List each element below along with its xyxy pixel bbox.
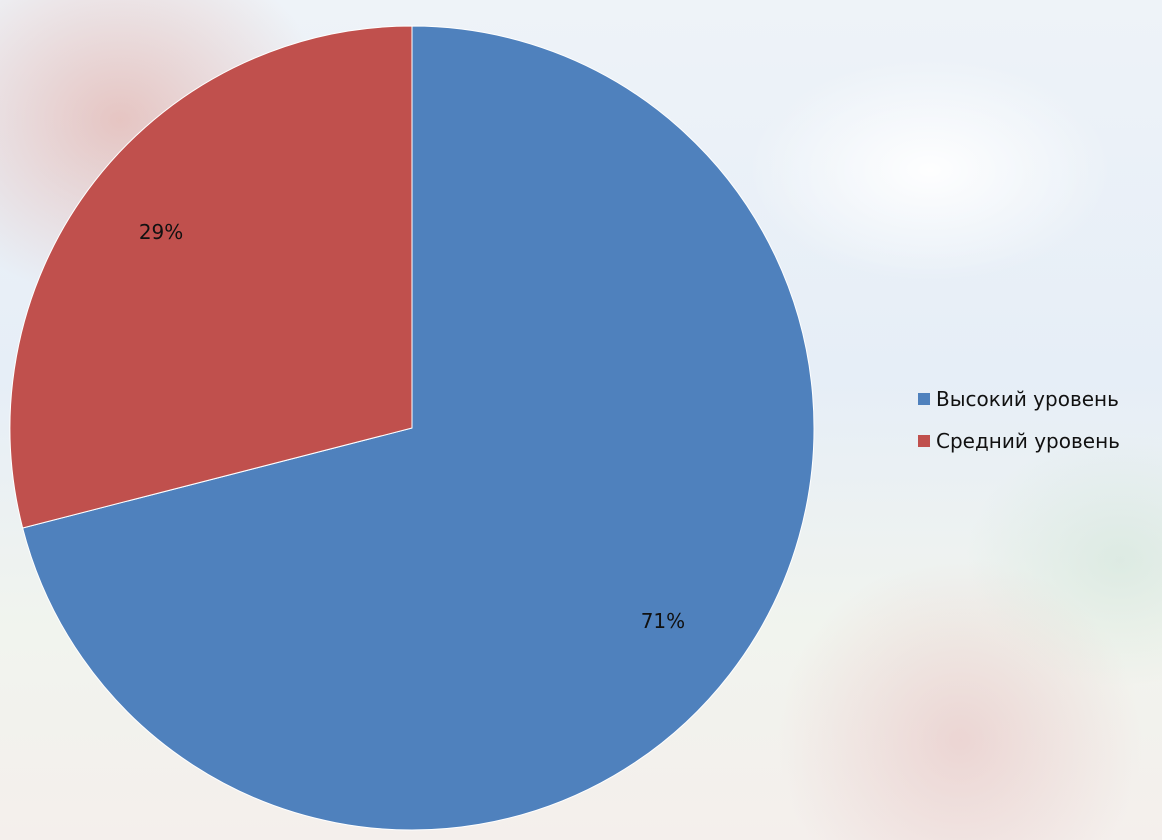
legend-label-medium: Средний уровень bbox=[936, 429, 1120, 453]
data-label-medium: 29% bbox=[139, 220, 183, 244]
legend-item-medium: Средний уровень bbox=[918, 428, 1120, 454]
legend-swatch-high bbox=[918, 393, 930, 405]
legend-swatch-medium bbox=[918, 435, 930, 447]
data-label-high: 71% bbox=[641, 609, 685, 633]
legend: Высокий уровень Средний уровень bbox=[918, 386, 1120, 454]
legend-item-high: Высокий уровень bbox=[918, 386, 1120, 412]
pie-slice-medium bbox=[9, 25, 413, 529]
pie-slice-high bbox=[22, 25, 815, 831]
legend-label-high: Высокий уровень bbox=[936, 387, 1119, 411]
